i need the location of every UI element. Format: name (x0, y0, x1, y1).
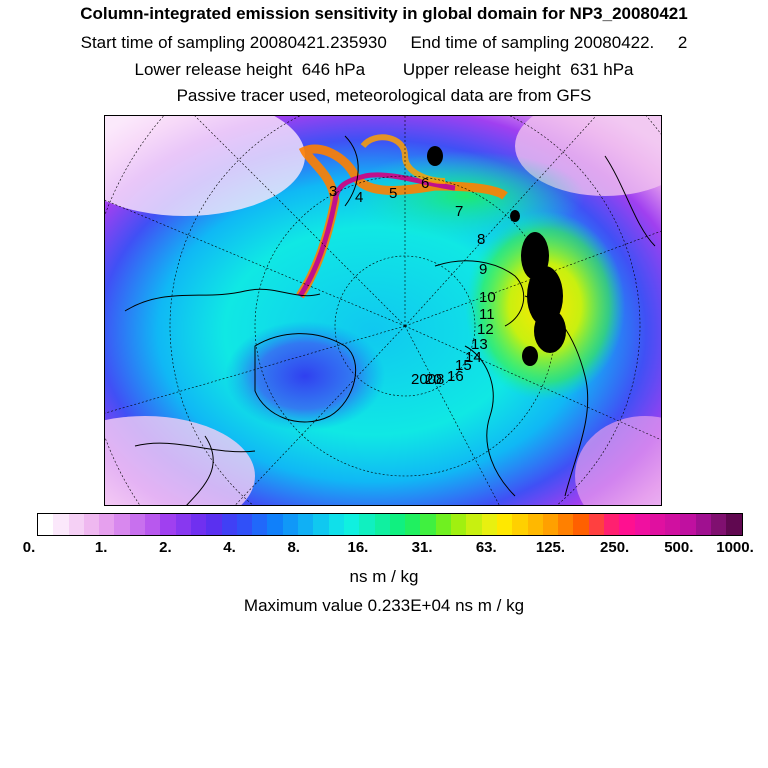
units-label: ns m / kg (349, 567, 419, 586)
colorbar-tick-label: 1000. (716, 539, 754, 556)
colorbar-tick-label: 2. (159, 539, 172, 556)
colorbar-cell (451, 514, 467, 535)
colorbar-cell (726, 514, 742, 535)
sampling-time-line: Start time of sampling 20080421.235930 E… (80, 33, 688, 52)
colorbar-cell (573, 514, 589, 535)
colorbar-cell (435, 514, 452, 535)
track-label-3: 3 (329, 183, 337, 200)
colorbar-tick-label: 500. (664, 539, 694, 556)
colorbar-tick-label: 31. (411, 539, 433, 556)
map-svg: 3 1 2 4 5 6 7 8 9 10 11 12 13 14 15 16 2… (105, 116, 661, 505)
track-label-4: 4 (355, 189, 363, 206)
colorbar-cell (466, 514, 482, 535)
colorbar-cell (114, 514, 130, 535)
track-label-13: 13 (471, 336, 488, 353)
track-label-20: 20 (425, 371, 442, 388)
track-label-9: 9 (479, 261, 487, 278)
colorbar-tick-label: 1. (94, 539, 108, 556)
colorbar (37, 513, 743, 536)
colorbar-cell (190, 514, 207, 535)
track-label-7: 7 (455, 203, 463, 220)
colorbar-tick-label: 4. (223, 539, 236, 556)
colorbar-cell (83, 514, 100, 535)
release-height-line: Lower release height 646 hPa Upper relea… (134, 60, 634, 79)
colorbar-cell (206, 514, 222, 535)
track-label-16: 16 (447, 368, 464, 385)
colorbar-cell (374, 514, 390, 535)
colorbar-cell (527, 514, 543, 535)
colorbar-tick-label: 63. (475, 539, 497, 556)
track-label-12: 12 (477, 321, 494, 338)
track-label-5: 5 (389, 185, 397, 202)
colorbar-cell (603, 514, 620, 535)
colorbar-cell (588, 514, 604, 535)
colorbar-cell (481, 514, 497, 535)
colorbar-cell (282, 514, 299, 535)
map-title: Column-integrated emission sensitivity i… (80, 4, 688, 23)
track-label-14: 14 (465, 349, 482, 366)
colorbar-cell (221, 514, 237, 535)
colorbar-cell (649, 514, 666, 535)
colorbar-cell (420, 514, 436, 535)
colorbar-cell (313, 514, 329, 535)
colorbar-cell (542, 514, 559, 535)
track-label-8: 8 (477, 231, 485, 248)
track-label-15: 15 (455, 357, 472, 374)
colorbar-tick-label: 125. (535, 539, 566, 556)
colorbar-cell (267, 514, 283, 535)
colorbar-cell (496, 514, 513, 535)
plume-core (297, 172, 456, 298)
colorbar-cell (695, 514, 712, 535)
track-label-11: 11 (479, 306, 495, 323)
track-label-2008: 2008 (411, 371, 444, 388)
polar-map: 3 1 2 4 5 6 7 8 9 10 11 12 13 14 15 16 2… (104, 115, 662, 506)
track-labels: 3 1 2 4 5 6 7 8 9 10 11 12 13 14 15 16 2… (329, 175, 496, 388)
colorbar-cell (405, 514, 421, 535)
colorbar-cell (619, 514, 635, 535)
colorbar-cell (665, 514, 681, 535)
colorbar-cell (512, 514, 528, 535)
coastlines (124, 135, 656, 505)
track-label-10: 10 (479, 289, 496, 306)
saturated-region (427, 146, 566, 366)
colorbar-cell (160, 514, 176, 535)
colorbar-cell (175, 514, 191, 535)
colorbar-tick-label: 16. (347, 539, 369, 556)
colorbar-cell (68, 514, 84, 535)
colorbar-cell (558, 514, 574, 535)
colorbar-tick-label: 8. (287, 539, 300, 556)
track-label-6: 6 (421, 175, 429, 192)
colorbar-cell (252, 514, 268, 535)
colorbar-tick-label: 0. (22, 539, 36, 556)
colorbar-cell (359, 514, 375, 535)
colorbar-cell (634, 514, 650, 535)
colorbar-cell (389, 514, 406, 535)
colorbar-cell (343, 514, 360, 535)
colorbar-cell (328, 514, 344, 535)
colorbar-cell (680, 514, 696, 535)
colorbar-cell (711, 514, 727, 535)
max-value-label: Maximum value 0.233E+04 ns m / kg (243, 596, 525, 615)
colorbar-cell (38, 514, 54, 535)
tracer-info-line: Passive tracer used, meteorological data… (176, 86, 592, 105)
colorbar-cell (145, 514, 161, 535)
colorbar-cell (236, 514, 253, 535)
colorbar-cell (298, 514, 314, 535)
colorbar-cell (129, 514, 146, 535)
low-sensitivity-region (225, 321, 385, 431)
colorbar-cell (99, 514, 115, 535)
colorbar-tick-label: 250. (600, 539, 630, 556)
colorbar-cell (53, 514, 69, 535)
